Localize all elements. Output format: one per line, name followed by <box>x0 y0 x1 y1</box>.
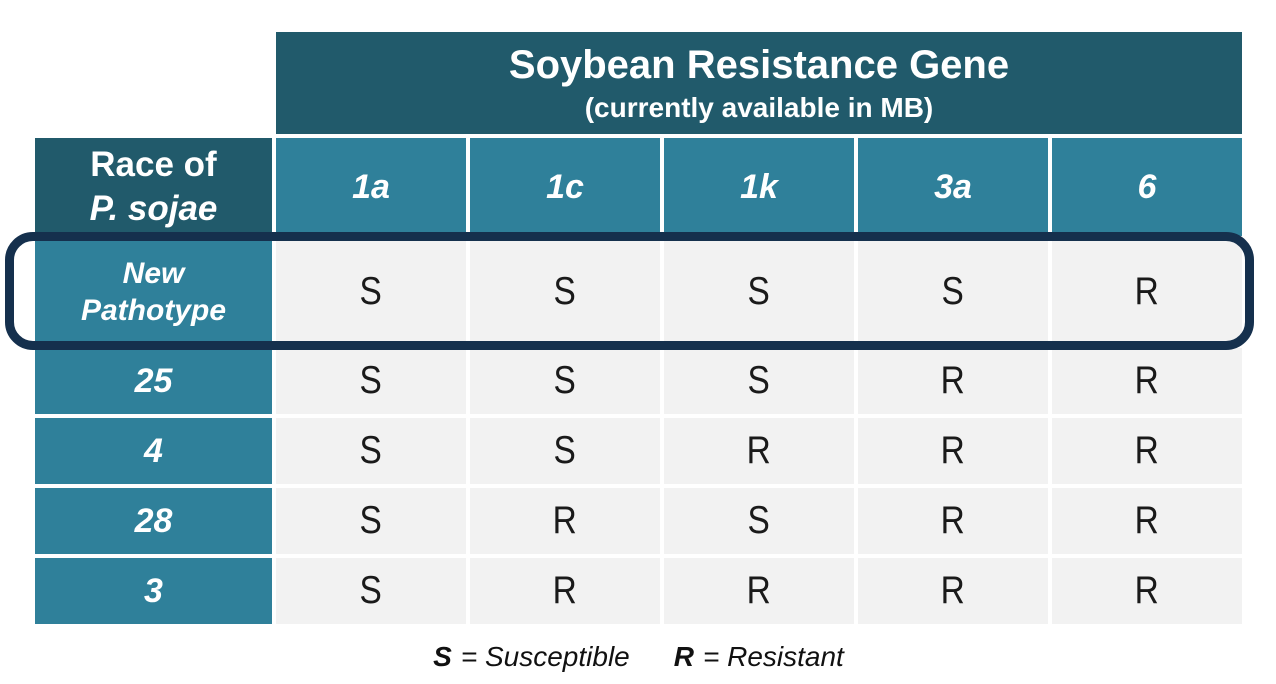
data-cell: S <box>276 348 466 414</box>
data-cell: R <box>664 558 854 624</box>
row-header-new-pathotype: New Pathotype <box>35 240 272 344</box>
data-cell: R <box>1052 240 1242 344</box>
legend: S = Susceptible R = Resistant <box>35 641 1242 673</box>
data-cell: S <box>276 418 466 484</box>
cell-value: R <box>1134 569 1160 612</box>
cell-value: R <box>746 569 772 612</box>
column-header-1a: 1a <box>276 138 466 236</box>
cell-value: S <box>747 270 771 313</box>
row-header-new-pathotype-line1: New <box>122 256 185 290</box>
corner-header-cell: Race of P. sojae <box>35 138 272 236</box>
corner-header-line1: Race of <box>90 145 217 185</box>
row-header-new-pathotype-line2: Pathotype <box>80 294 227 327</box>
cell-value: R <box>940 429 966 472</box>
cell-value: R <box>940 359 966 402</box>
cell-value: R <box>1134 429 1160 472</box>
cell-value: R <box>552 499 578 542</box>
column-header-1k: 1k <box>664 138 854 236</box>
cell-value: R <box>1134 359 1160 402</box>
column-header-3a: 3a <box>858 138 1048 236</box>
cell-value: S <box>553 429 577 472</box>
row-header-3: 3 <box>35 558 272 624</box>
data-cell: R <box>470 558 660 624</box>
table-title: Soybean Resistance Gene <box>508 42 1010 87</box>
cell-value: S <box>359 429 383 472</box>
row-header-28: 28 <box>35 488 272 554</box>
row-header-4: 4 <box>35 418 272 484</box>
cell-value: S <box>553 359 577 402</box>
data-cell: R <box>664 418 854 484</box>
cell-value: S <box>747 499 771 542</box>
cell-value: R <box>1134 270 1160 313</box>
cell-value: S <box>359 569 383 612</box>
data-cell: S <box>276 488 466 554</box>
cell-value: S <box>359 270 383 313</box>
data-cell: R <box>1052 558 1242 624</box>
data-cell: R <box>1052 488 1242 554</box>
data-cell: S <box>664 488 854 554</box>
legend-r-text: = Resistant <box>702 641 844 672</box>
data-cell: S <box>664 240 854 344</box>
cell-value: S <box>359 359 383 402</box>
data-cell: R <box>470 488 660 554</box>
cell-value: R <box>1134 499 1160 542</box>
cell-value: S <box>941 270 965 313</box>
cell-value: R <box>940 569 966 612</box>
cell-value: R <box>552 569 578 612</box>
legend-s-text: = Susceptible <box>460 641 630 672</box>
table-title-cell: Soybean Resistance Gene (currently avail… <box>276 32 1242 134</box>
data-cell: R <box>858 348 1048 414</box>
table-subtitle: (currently available in MB) <box>584 91 934 123</box>
cell-value: S <box>553 270 577 313</box>
data-cell: S <box>276 558 466 624</box>
column-header-6: 6 <box>1052 138 1242 236</box>
data-cell: S <box>470 240 660 344</box>
data-cell: S <box>470 348 660 414</box>
data-cell: R <box>1052 418 1242 484</box>
cell-value: S <box>359 499 383 542</box>
cell-value: R <box>940 499 966 542</box>
data-cell: R <box>858 488 1048 554</box>
data-cell: S <box>470 418 660 484</box>
data-cell: S <box>276 240 466 344</box>
legend-s-symbol: S <box>433 641 452 672</box>
corner-blank <box>35 32 272 134</box>
data-cell: S <box>664 348 854 414</box>
data-cell: R <box>858 418 1048 484</box>
column-header-1c: 1c <box>470 138 660 236</box>
row-header-25: 25 <box>35 348 272 414</box>
legend-r-symbol: R <box>673 641 694 672</box>
data-cell: S <box>858 240 1048 344</box>
corner-header-line2: P. sojae <box>89 189 218 228</box>
cell-value: S <box>747 359 771 402</box>
data-cell: R <box>858 558 1048 624</box>
resistance-table: Soybean Resistance Gene (currently avail… <box>35 32 1242 624</box>
cell-value: R <box>746 429 772 472</box>
data-cell: R <box>1052 348 1242 414</box>
